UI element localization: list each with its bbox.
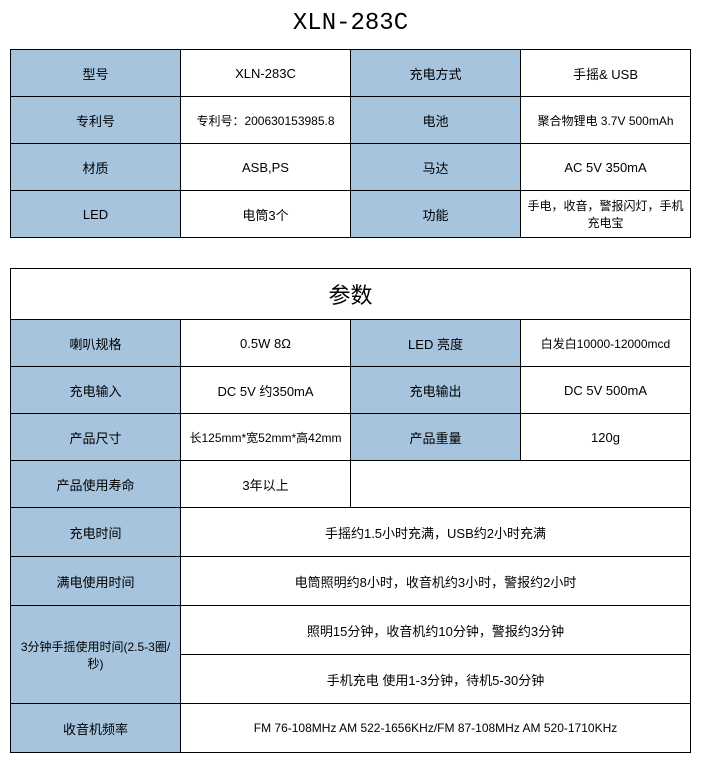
cell-label: 充电输出 [351, 367, 521, 414]
table-row: 产品尺寸 长125mm*宽52mm*高42mm 产品重量 120g [11, 414, 691, 461]
spec-table-2: 参数 喇叭规格 0.5W 8Ω LED 亮度 白发白10000-12000mcd… [10, 268, 691, 753]
cell-label: 型号 [11, 50, 181, 97]
cell-label: LED 亮度 [351, 320, 521, 367]
cell-value: 聚合物锂电 3.7V 500mAh [521, 97, 691, 144]
cell-label: 产品重量 [351, 414, 521, 461]
table-row: LED 电筒3个 功能 手电，收音，警报闪灯，手机充电宝 [11, 191, 691, 238]
table-row: 喇叭规格 0.5W 8Ω LED 亮度 白发白10000-12000mcd [11, 320, 691, 367]
cell-label: LED [11, 191, 181, 238]
cell-value: 电筒3个 [181, 191, 351, 238]
cell-label: 充电方式 [351, 50, 521, 97]
cell-value: 长125mm*宽52mm*高42mm [181, 414, 351, 461]
cell-label: 3分钟手摇使用时间(2.5-3圈/秒) [11, 606, 181, 704]
cell-label: 产品尺寸 [11, 414, 181, 461]
table-row: 收音机频率 FM 76-108MHz AM 522-1656KHz/FM 87-… [11, 704, 691, 753]
table-row: 专利号 专利号：200630153985.8 电池 聚合物锂电 3.7V 500… [11, 97, 691, 144]
cell-value: 手电，收音，警报闪灯，手机充电宝 [521, 191, 691, 238]
spacer [10, 238, 691, 268]
cell-label: 收音机频率 [11, 704, 181, 753]
table-row: 产品使用寿命 3年以上 [11, 461, 691, 508]
cell-value: 照明15分钟，收音机约10分钟，警报约3分钟 [181, 606, 691, 655]
table-row: 充电时间 手摇约1.5小时充满，USB约2小时充满 [11, 508, 691, 557]
cell-label: 材质 [11, 144, 181, 191]
cell-value: 0.5W 8Ω [181, 320, 351, 367]
cell-label: 充电输入 [11, 367, 181, 414]
cell-value: 手摇约1.5小时充满，USB约2小时充满 [181, 508, 691, 557]
cell-label: 满电使用时间 [11, 557, 181, 606]
cell-value: DC 5V 约350mA [181, 367, 351, 414]
table-header-row: 参数 [11, 269, 691, 320]
cell-value: DC 5V 500mA [521, 367, 691, 414]
table-row: 3分钟手摇使用时间(2.5-3圈/秒) 照明15分钟，收音机约10分钟，警报约3… [11, 606, 691, 655]
cell-label: 产品使用寿命 [11, 461, 181, 508]
cell-value: 电筒照明约8小时，收音机约3小时，警报约2小时 [181, 557, 691, 606]
cell-label: 功能 [351, 191, 521, 238]
table-row: 材质 ASB,PS 马达 AC 5V 350mA [11, 144, 691, 191]
cell-value: 3年以上 [181, 461, 351, 508]
spec-table-1: 型号 XLN-283C 充电方式 手摇& USB 专利号 专利号：2006301… [10, 49, 691, 238]
cell-value: XLN-283C [181, 50, 351, 97]
table-row: 充电输入 DC 5V 约350mA 充电输出 DC 5V 500mA [11, 367, 691, 414]
cell-value: 手摇& USB [521, 50, 691, 97]
cell-label: 充电时间 [11, 508, 181, 557]
cell-value: 专利号：200630153985.8 [181, 97, 351, 144]
cell-value: AC 5V 350mA [521, 144, 691, 191]
cell-value: 手机充电 使用1-3分钟，待机5-30分钟 [181, 655, 691, 704]
table-row: 型号 XLN-283C 充电方式 手摇& USB [11, 50, 691, 97]
cell-label: 马达 [351, 144, 521, 191]
cell-value: 白发白10000-12000mcd [521, 320, 691, 367]
cell-label: 专利号 [11, 97, 181, 144]
table-row: 满电使用时间 电筒照明约8小时，收音机约3小时，警报约2小时 [11, 557, 691, 606]
cell-empty [351, 461, 521, 508]
cell-empty [521, 461, 691, 508]
cell-value: FM 76-108MHz AM 522-1656KHz/FM 87-108MHz… [181, 704, 691, 753]
cell-label: 电池 [351, 97, 521, 144]
section-title: 参数 [11, 269, 691, 320]
cell-value: ASB,PS [181, 144, 351, 191]
cell-value: 120g [521, 414, 691, 461]
page-title: XLN-283C [10, 10, 691, 37]
cell-label: 喇叭规格 [11, 320, 181, 367]
